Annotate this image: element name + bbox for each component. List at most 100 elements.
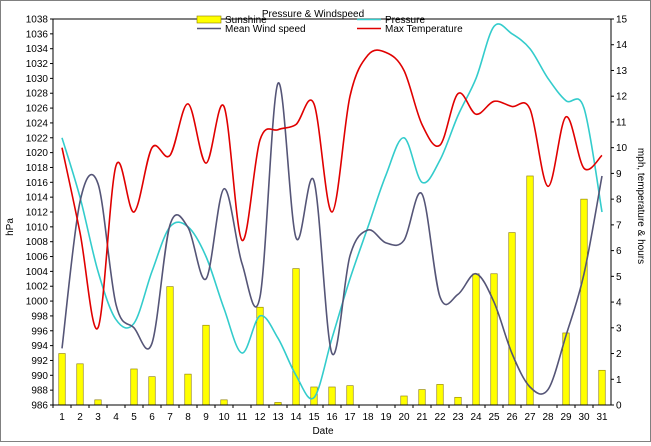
x-tick-label: 10 [218,412,230,423]
legend: Sunshine Pressure Mean Wind speed Max Tempe… [196,15,463,35]
y-right-tick-label: 2 [616,349,622,360]
mean-wind-speed-line [61,82,603,395]
x-tick-label: 13 [272,412,284,423]
x-tick-label: 18 [362,412,374,423]
series-lines [61,23,603,400]
sunshine-bar-31 [598,369,606,406]
y-right-tick-label: 13 [616,66,628,77]
y-axis-label-left: hPa [5,218,16,236]
y-right-tick-label: 0 [616,401,622,412]
legend-max-temperature: Max Temperature [357,24,463,35]
y-left-tick-label: 1000 [26,297,49,308]
y-left-tick-label: 1022 [26,133,49,144]
x-axis-label: Date [312,426,334,437]
y-right-tick-label: 14 [616,40,628,51]
sunshine-bar-27 [526,175,534,406]
sunshine-bar-25 [490,273,498,406]
legend-label: Mean Wind speed [225,24,306,35]
legend-label: Pressure [385,15,425,26]
x-tick-label: 11 [237,412,248,423]
y-left-tick-label: 1026 [26,104,49,115]
y-left-tick-label: 986 [31,401,48,412]
x-tick-label: 28 [542,412,554,423]
y-left-tick-label: 1016 [26,178,49,189]
sunshine-bar-17 [346,385,354,406]
x-tick-label: 6 [149,412,155,423]
x-tick-label: 9 [203,412,209,423]
sunshine-bar-12 [256,306,264,406]
sunshine-bar-23 [454,396,462,406]
y-left-tick-label: 988 [31,386,48,397]
sunshine-bar-14 [292,268,300,406]
legend-label: Max Temperature [385,24,463,35]
x-tick-label: 5 [131,412,137,423]
x-tick-label: 26 [506,412,518,423]
legend-sunshine: Sunshine [196,15,267,26]
legend-mean-wind-speed: Mean Wind speed [197,24,306,35]
sunshine-bar-22 [436,384,444,406]
y-left-tick-label: 1034 [26,44,49,55]
x-tick-label: 16 [326,412,338,423]
x-tick-label: 25 [488,412,500,423]
y-left-tick-label: 1024 [26,118,49,129]
y-axis-label-right: mph, temperature & hours [635,148,646,264]
y-right-tick-label: 6 [616,246,622,257]
y-right-tick-label: 1 [616,375,622,386]
max-temperature-line [61,49,603,330]
y-left-tick-label: 1020 [26,148,49,159]
y-right-tick-label: 4 [616,298,622,309]
x-tick-label: 1 [59,412,65,423]
x-tick-label: 23 [452,412,464,423]
sunshine-bar-26 [508,232,516,406]
x-tick-label: 14 [290,412,302,423]
y-left-tick-label: 1004 [26,267,49,278]
sunshine-bars [58,175,606,406]
y-left-tick-label: 1038 [26,15,49,26]
y-right-tick-label: 15 [616,15,628,26]
sunshine-bar-2 [76,363,84,406]
y-right-tick-label: 5 [616,272,622,283]
sunshine-bar-7 [166,286,174,406]
x-tick-label: 30 [578,412,590,423]
y-left-tick-label: 996 [31,326,48,337]
sunshine-bar-16 [328,386,336,406]
sunshine-bar-24 [472,273,480,406]
sunshine-bar-6 [148,376,156,406]
x-tick-label: 2 [77,412,83,423]
legend-label: Sunshine [225,15,267,26]
y-left-tick-label: 994 [31,341,48,352]
x-tick-label: 7 [167,412,173,423]
y-right-tick-label: 10 [616,143,628,154]
y-left-tick-label: 1014 [26,193,49,204]
x-tick-label: 4 [113,412,119,423]
y-right-tick-label: 9 [616,169,622,180]
legend-swatch [196,15,222,24]
y-left-tick-label: 1008 [26,237,49,248]
y-right-tick-label: 12 [616,92,628,103]
y-right-tick-label: 7 [616,220,622,231]
y-left-tick-label: 1030 [26,74,49,85]
axes [50,18,614,408]
x-tick-label: 24 [470,412,482,423]
y-left-tick-label: 998 [31,311,48,322]
pressure-line [61,23,603,400]
y-right-tick-label: 11 [616,117,627,128]
x-tick-label: 8 [185,412,191,423]
sunshine-bar-15 [310,386,318,406]
y-left-tick-label: 1028 [26,89,49,100]
y-left-tick-label: 1012 [26,208,49,219]
x-tick-label: 21 [416,412,428,423]
y-left-tick-label: 1002 [26,282,49,293]
x-tick-label: 17 [344,412,356,423]
legend-pressure: Pressure [357,15,425,26]
x-tick-label: 15 [308,412,320,423]
y-left-tick-label: 1018 [26,163,49,174]
sunshine-bar-9 [202,324,210,406]
x-tick-label: 31 [596,412,608,423]
y-left-tick-label: 1032 [26,59,49,70]
x-tick-label: 12 [254,412,266,423]
y-left-tick-label: 992 [31,356,48,367]
sunshine-bar-10 [220,399,228,406]
x-tick-label: 19 [380,412,392,423]
